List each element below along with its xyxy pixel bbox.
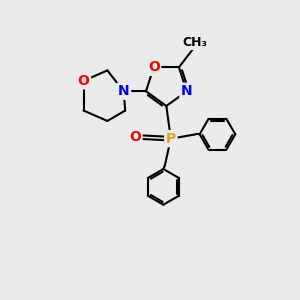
Text: P: P <box>166 132 176 146</box>
Text: O: O <box>78 74 89 88</box>
Text: N: N <box>181 84 193 98</box>
Text: O: O <box>129 130 141 144</box>
Text: O: O <box>148 60 160 74</box>
Text: N: N <box>118 84 130 98</box>
Text: CH₃: CH₃ <box>183 35 208 49</box>
